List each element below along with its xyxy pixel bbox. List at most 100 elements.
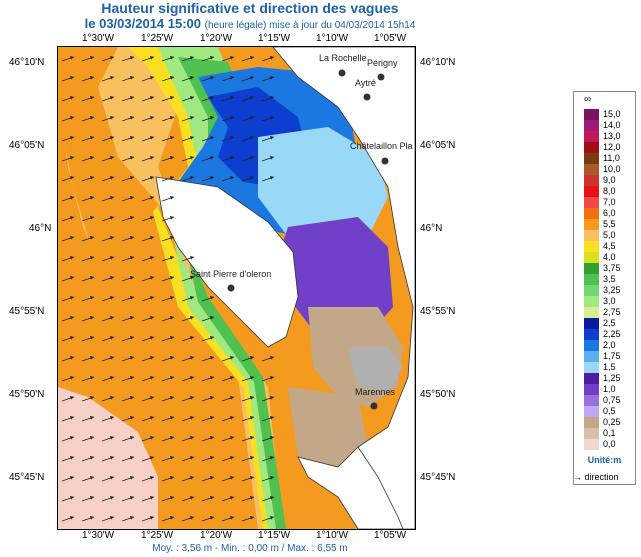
direction-arrow-head [150, 516, 154, 520]
direction-arrow-head [170, 436, 174, 440]
direction-arrow-head [270, 156, 274, 160]
direction-arrow-head [270, 476, 274, 480]
legend-label: 9,0 [603, 175, 616, 185]
direction-arrow-head [90, 136, 94, 140]
legend: ∞ 15,0 14,0 13,0 12,0 11,0 10,0 9,0 8,0 7,0 6,0 5,… [573, 91, 636, 485]
legend-label: 7,0 [603, 197, 616, 207]
direction-arrow-head [110, 176, 114, 180]
wave-height-map: La Rochelle Périgny Aytré Châtelaillon P… [57, 46, 416, 530]
direction-arrow-head [110, 276, 114, 280]
lon-tick-top: 1°30'W [82, 33, 115, 44]
legend-swatch [584, 417, 599, 428]
lon-tick-bottom: 1°25'W [141, 530, 174, 541]
legend-label: 13,0 [603, 131, 621, 141]
direction-arrow-head [70, 76, 74, 80]
direction-arrow-head [150, 496, 154, 500]
direction-arrow-head [270, 356, 274, 360]
legend-swatch [584, 406, 599, 417]
legend-label: 1,0 [603, 384, 616, 394]
legend-label: 5,0 [603, 230, 616, 240]
place-label: La Rochelle [319, 53, 367, 63]
direction-arrow-head [110, 496, 114, 500]
direction-arrow-head [110, 196, 114, 200]
direction-arrow-head [130, 156, 134, 160]
low-wave-south-zone [58, 387, 158, 529]
direction-arrow-head [90, 176, 94, 180]
direction-arrow-head [150, 136, 154, 140]
legend-label: 3,25 [603, 285, 621, 295]
direction-arrow-head [170, 516, 174, 520]
direction-arrow-head [250, 516, 254, 520]
direction-arrow-head [190, 456, 194, 460]
legend-row: 3,75 [574, 263, 635, 274]
direction-arrow-head [210, 356, 214, 360]
direction-arrow-head [270, 116, 274, 120]
direction-arrow-head [230, 476, 234, 480]
direction-arrow-head [150, 316, 154, 320]
direction-arrow-head [150, 76, 154, 80]
lat-tick-right: 45°50'N [420, 389, 456, 400]
direction-arrow-head [130, 456, 134, 460]
direction-arrow-head [110, 56, 114, 60]
place-label: Marennes [355, 387, 396, 397]
direction-arrow-head [90, 116, 94, 120]
direction-arrow-head [130, 336, 134, 340]
direction-arrow-head [190, 56, 194, 60]
direction-arrow-head [110, 136, 114, 140]
direction-arrow-head [210, 296, 214, 300]
direction-arrow-head [90, 296, 94, 300]
direction-arrow-head [190, 356, 194, 360]
legend-swatch [584, 263, 599, 274]
legend-row: 4,0 [574, 252, 635, 263]
lat-tick-left: 45°55'N [9, 306, 45, 317]
legend-row: 1,25 [574, 373, 635, 384]
legend-swatch [584, 142, 599, 153]
direction-arrow-head [230, 456, 234, 460]
direction-arrows [61, 56, 275, 522]
direction-arrow-head [190, 316, 194, 320]
direction-arrow-head [150, 56, 154, 60]
direction-arrow-head [130, 136, 134, 140]
lat-tick-right: 45°55'N [420, 306, 456, 317]
legend-row: 3,5 [574, 274, 635, 285]
place-markers [227, 69, 389, 410]
legend-swatch [584, 395, 599, 406]
direction-arrow-head [110, 96, 114, 100]
legend-row: 8,0 [574, 186, 635, 197]
lon-tick-top: 1°10'W [316, 33, 349, 44]
direction-arrow-head [170, 56, 174, 60]
legend-label: 1,75 [603, 351, 621, 361]
direction-arrow-head [150, 476, 154, 480]
legend-swatch [584, 307, 599, 318]
direction-arrow-head [90, 336, 94, 340]
direction-arrow-head [70, 516, 74, 520]
direction-arrow-head [110, 416, 114, 420]
direction-arrow-head [110, 476, 114, 480]
direction-arrow-head [130, 56, 134, 60]
direction-arrow-head [90, 376, 94, 380]
coast-south [297, 446, 404, 529]
direction-arrow-head [90, 356, 94, 360]
direction-arrow-head [130, 496, 134, 500]
direction-arrow-head [190, 336, 194, 340]
offshore-inner-band [58, 47, 258, 529]
direction-arrow-head [230, 156, 234, 160]
direction-arrow-head [230, 96, 234, 100]
direction-arrow-head [170, 76, 174, 80]
direction-arrow-head [190, 176, 194, 180]
legend-label: 11,0 [603, 153, 620, 163]
direction-arrow-head [70, 376, 74, 380]
direction-arrow-head [270, 436, 274, 440]
lat-tick-left: 45°50'N [9, 389, 45, 400]
direction-arrow-head [210, 496, 214, 500]
lon-tick-bottom: 1°20'W [200, 530, 233, 541]
direction-arrow-head [270, 136, 274, 140]
direction-arrow-head [270, 516, 274, 520]
direction-arrow-head [150, 176, 154, 180]
legend-swatch [584, 175, 599, 186]
direction-arrow-head [90, 56, 94, 60]
direction-arrow-head [230, 416, 234, 420]
direction-arrow-head [130, 376, 134, 380]
direction-arrow-head [190, 136, 194, 140]
lat-tick-left: 46°N [29, 223, 52, 234]
